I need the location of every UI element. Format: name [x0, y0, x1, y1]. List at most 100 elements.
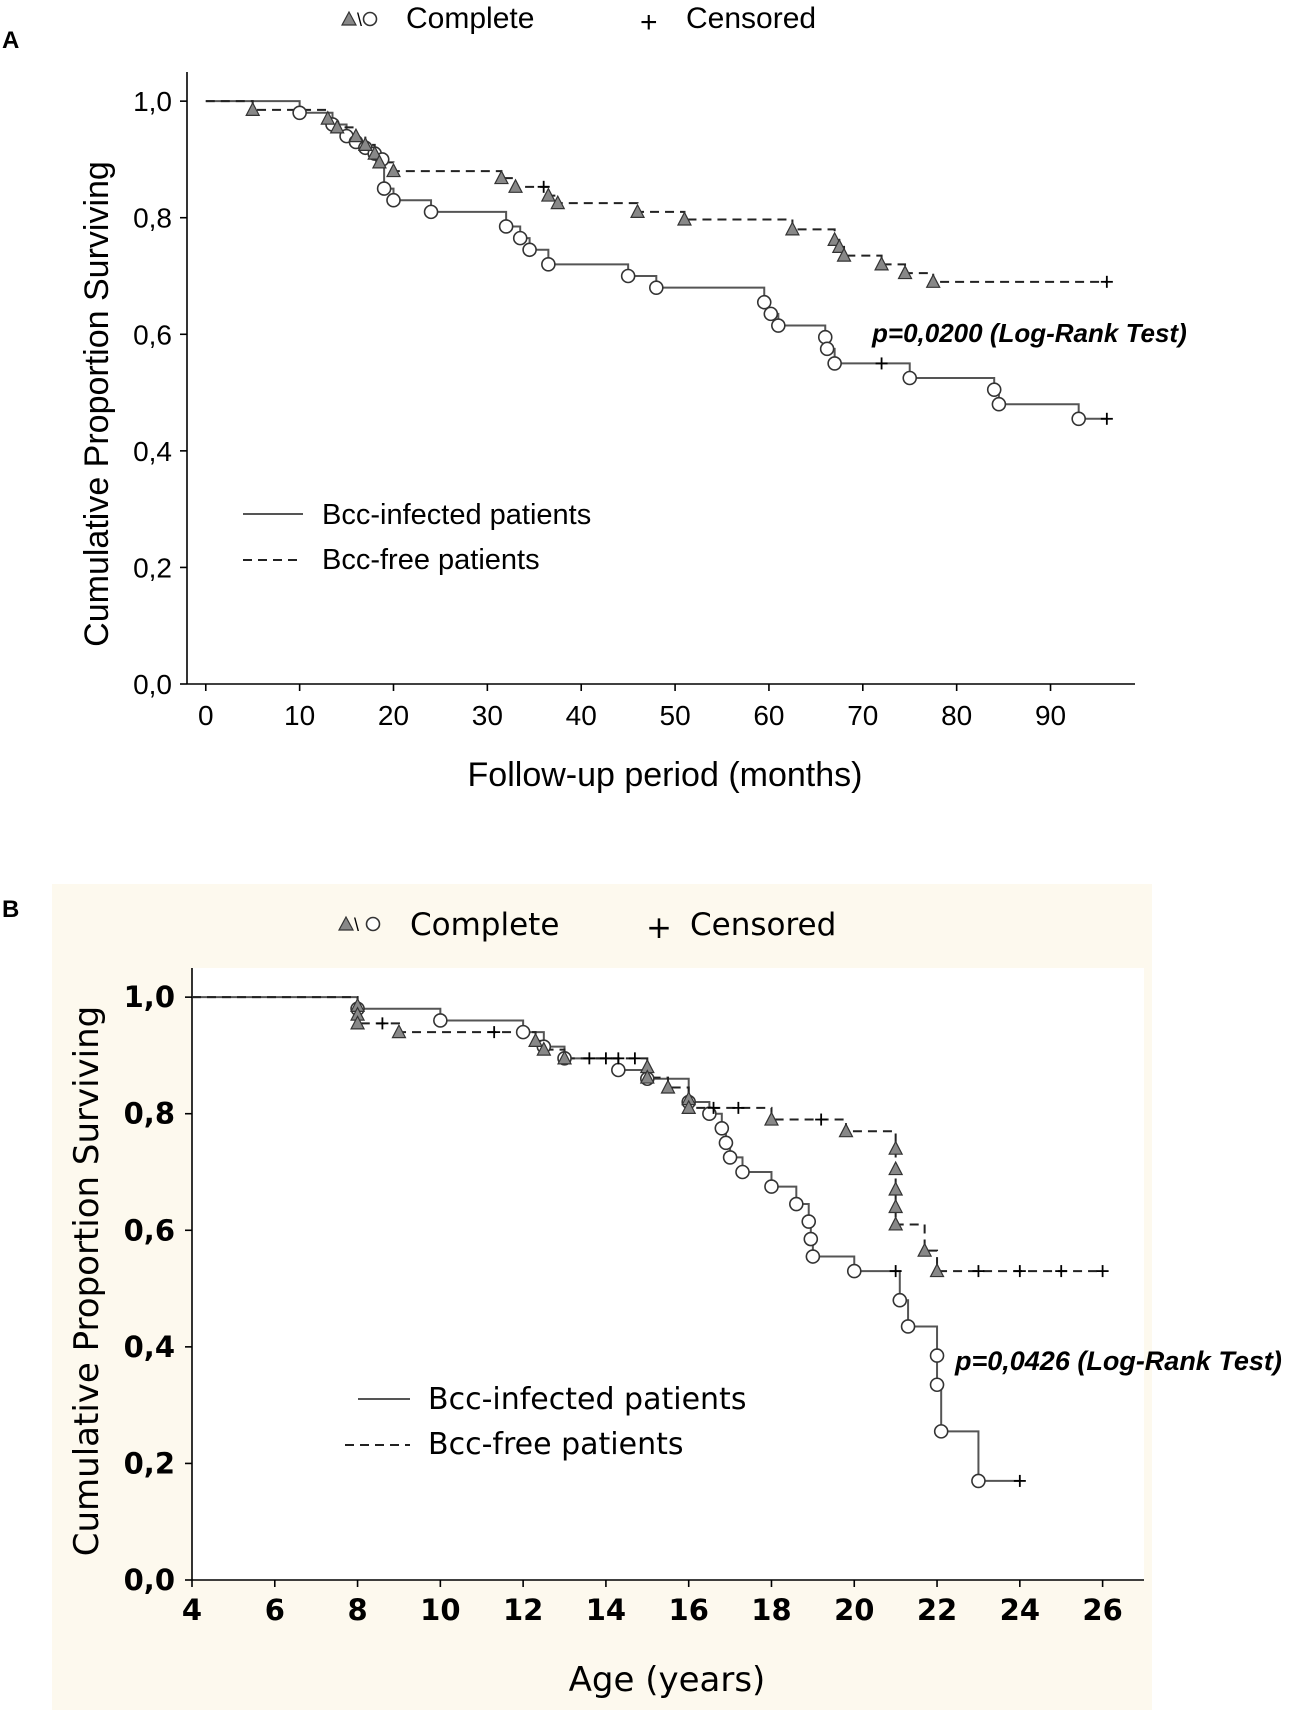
censored-event-plus	[628, 1052, 641, 1065]
top-legend-a: \ Complete + Censored	[340, 2, 816, 39]
complete-event-triangle	[320, 110, 336, 125]
complete-event-circle	[515, 1024, 531, 1040]
complete-event-triangle	[348, 127, 364, 143]
y-tick-label: 0,2	[133, 552, 172, 583]
panel-b: B \ Complete + Censored 0,0 0,2 0,4 0,6 0,8 1…	[2, 884, 1282, 1710]
complete-event-triangle	[676, 211, 692, 226]
complete-event-circle	[292, 105, 307, 121]
censored-event-plus	[732, 1101, 745, 1114]
x-tick-label: 20	[834, 1593, 874, 1627]
y-tick-label: 1,0	[124, 980, 175, 1014]
x-tick-label: 40	[566, 700, 597, 731]
complete-event-triangle	[557, 1050, 573, 1065]
complete-event-triangle	[350, 1015, 366, 1030]
line-legend-a: Bcc-infected patients Bcc-free patients	[243, 499, 591, 576]
complete-event-circle	[929, 1348, 945, 1363]
complete-event-circle	[376, 181, 392, 196]
complete-event-triangle	[929, 1262, 945, 1278]
complete-event-triangle	[888, 1216, 904, 1231]
complete-event-circle	[827, 356, 842, 371]
line-legend-b: Bcc-infected patients Bcc-free patients	[345, 1382, 746, 1462]
p-value-annotation-b: p=0,0426 (Log-Rank Test)	[954, 1346, 1282, 1376]
legend-series-2-label-a: Bcc-free patients	[322, 544, 540, 576]
complete-event-triangle	[367, 145, 383, 160]
censored-event-plus	[1055, 1265, 1068, 1278]
panel-label-b: B	[2, 896, 19, 923]
complete-event-triangle	[874, 256, 890, 271]
complete-event-triangle	[245, 101, 261, 116]
y-tick-label: 0,6	[124, 1213, 175, 1247]
complete-event-triangle	[888, 1140, 904, 1155]
complete-event-triangle	[493, 169, 509, 185]
x-tick-label: 26	[1082, 1593, 1122, 1627]
complete-event-circle	[512, 230, 528, 246]
x-tick-label: 0	[198, 700, 214, 731]
complete-event-circle	[801, 1214, 817, 1229]
complete-event-circle	[611, 1062, 626, 1078]
complete-event-circle	[892, 1292, 908, 1308]
complete-event-circle	[756, 294, 772, 310]
complete-event-circle	[929, 1377, 945, 1393]
complete-event-triangle	[639, 1069, 655, 1084]
x-tick-label: 8	[347, 1593, 367, 1627]
censored-event-plus	[972, 1265, 985, 1278]
complete-event-circle	[433, 1013, 448, 1028]
censored-event-plus	[1096, 1265, 1109, 1278]
complete-event-triangle	[888, 1198, 904, 1214]
censored-event-plus	[1013, 1474, 1026, 1487]
y-tick-label: 0,4	[124, 1330, 175, 1364]
complete-event-circle	[423, 204, 439, 220]
series-b	[192, 996, 1109, 1489]
censored-event-plus	[583, 1052, 596, 1065]
y-tick-label: 0,0	[133, 669, 172, 700]
x-tick-label: 12	[503, 1593, 543, 1627]
legend-circle-icon	[365, 916, 381, 932]
complete-event-triangle	[528, 1032, 544, 1047]
legend-series-2-label-b: Bcc-free patients	[428, 1427, 683, 1462]
y-tick-label: 0,6	[133, 319, 172, 350]
complete-event-triangle	[888, 1160, 904, 1176]
complete-event-circle	[735, 1164, 750, 1180]
complete-event-circle	[805, 1249, 821, 1264]
complete-event-circle	[803, 1231, 819, 1247]
legend-complete-label: Complete	[406, 2, 534, 35]
panel-b-plot-area	[192, 968, 1144, 1580]
complete-event-circle	[819, 341, 835, 357]
complete-event-triangle	[391, 1023, 407, 1039]
p-value-annotation-a: p=0,0200 (Log-Rank Test)	[871, 318, 1187, 348]
complete-event-circle	[763, 306, 779, 322]
complete-event-circle	[620, 268, 636, 284]
x-tick-label: 10	[284, 700, 315, 731]
legend-censored-label: Censored	[690, 907, 836, 943]
complete-event-circle	[714, 1120, 730, 1136]
y-tick-label: 0,0	[124, 1563, 175, 1597]
complete-event-circle	[846, 1263, 862, 1279]
legend-separator: \	[357, 10, 362, 30]
censored-event-plus	[599, 1052, 612, 1065]
complete-event-triangle	[540, 187, 556, 202]
complete-event-circle	[522, 242, 537, 258]
complete-event-triangle	[897, 264, 913, 280]
y-tick-label: 0,8	[124, 1097, 175, 1131]
y-ticks-b: 0,0 0,2 0,4 0,6 0,8 1,0	[124, 980, 192, 1597]
x-tick-label: 90	[1035, 700, 1066, 731]
x-tick-label: 18	[751, 1593, 791, 1627]
complete-event-triangle	[386, 162, 401, 178]
censored-event-plus	[889, 1265, 902, 1278]
complete-event-circle	[900, 1319, 916, 1334]
legend-circle-icon	[362, 11, 378, 27]
legend-complete-label: Complete	[410, 907, 559, 943]
complete-event-circle	[991, 396, 1007, 412]
censored-event-plus	[1013, 1265, 1026, 1278]
censored-event-plus	[1100, 275, 1113, 288]
complete-event-triangle	[630, 203, 646, 218]
complete-event-triangle	[660, 1079, 676, 1094]
censored-event-plus	[537, 180, 550, 193]
complete-event-triangle	[831, 238, 847, 253]
x-tick-label: 22	[917, 1593, 957, 1627]
x-tick-label: 6	[265, 1593, 285, 1627]
censored-event-plus	[815, 1113, 828, 1126]
complete-event-circle	[541, 257, 556, 272]
series-a	[205, 100, 1113, 427]
